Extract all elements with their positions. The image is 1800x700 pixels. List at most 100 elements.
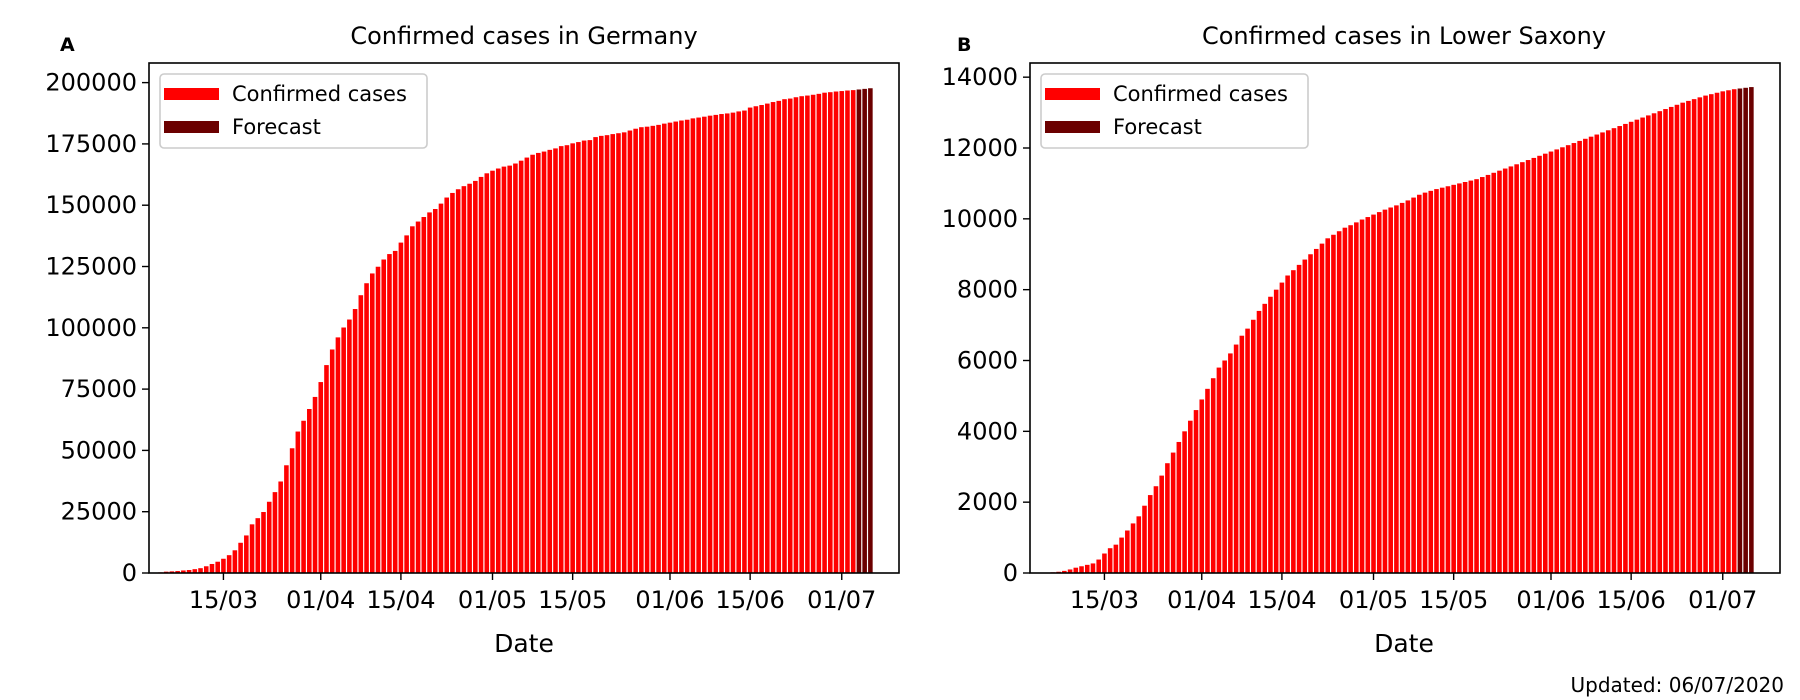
bar-confirmed xyxy=(770,102,776,573)
bar-confirmed xyxy=(1474,179,1479,574)
bar-confirmed xyxy=(1159,475,1164,573)
bar-confirmed xyxy=(421,217,427,573)
bar-confirmed xyxy=(1417,194,1422,573)
bar-forecast xyxy=(862,88,867,574)
bar-confirmed xyxy=(404,235,409,573)
bar-confirmed xyxy=(272,492,278,573)
bar-confirmed xyxy=(684,119,690,574)
bar-confirmed xyxy=(1313,248,1319,573)
bar-series xyxy=(158,88,873,574)
bar-confirmed xyxy=(593,137,598,573)
bar-confirmed xyxy=(1588,136,1594,574)
bar-confirmed xyxy=(1268,296,1273,573)
bar-confirmed xyxy=(1709,94,1714,574)
bar-confirmed xyxy=(541,151,547,573)
bar-confirmed xyxy=(1457,183,1462,574)
panel-label: B xyxy=(957,34,971,56)
bar-confirmed xyxy=(1663,109,1668,573)
y-axis-ticks: 0 25000 50000 75000 100000 125000 150000 175000… xyxy=(45,69,149,587)
y-tick-label: 100000 xyxy=(45,314,137,342)
legend-box xyxy=(159,73,428,149)
bar-confirmed xyxy=(1605,130,1611,574)
bar-confirmed xyxy=(438,203,444,573)
bar-confirmed xyxy=(1497,170,1502,574)
bar-confirmed xyxy=(719,114,724,573)
bar-confirmed xyxy=(822,92,827,573)
bar-confirmed xyxy=(1714,92,1720,573)
bar-confirmed xyxy=(1434,189,1439,573)
bar-confirmed xyxy=(793,97,799,574)
legend-label-forecast: Forecast xyxy=(232,115,321,139)
bar-confirmed xyxy=(318,382,324,573)
bar-confirmed xyxy=(1348,225,1353,573)
bar-confirmed xyxy=(1354,222,1359,574)
bar-confirmed xyxy=(679,120,684,573)
bar-confirmed xyxy=(215,561,220,573)
bar-confirmed xyxy=(1279,282,1285,573)
bar-confirmed xyxy=(473,180,478,573)
y-tick-label: 75000 xyxy=(61,375,137,403)
bar-confirmed xyxy=(1119,537,1124,573)
bar-confirmed xyxy=(1514,164,1519,574)
bar-confirmed xyxy=(690,118,696,573)
bar-confirmed xyxy=(833,91,839,574)
bar-confirmed xyxy=(352,309,358,573)
bar-confirmed xyxy=(238,542,243,573)
bar-confirmed xyxy=(387,254,392,573)
bar-confirmed xyxy=(1233,344,1239,573)
bar-confirmed xyxy=(787,98,793,573)
legend-swatch-forecast xyxy=(164,121,219,133)
bar-confirmed xyxy=(1291,270,1296,573)
bar-confirmed xyxy=(1359,219,1365,574)
bar-confirmed xyxy=(1262,303,1268,573)
y-tick-label: 8000 xyxy=(957,276,1018,304)
bar-confirmed xyxy=(1073,567,1079,573)
y-tick-label: 0 xyxy=(122,559,137,587)
bar-confirmed xyxy=(845,90,850,573)
legend-label-confirmed: Confirmed cases xyxy=(1113,82,1288,106)
bar-confirmed xyxy=(1611,128,1617,574)
bar-confirmed xyxy=(1439,187,1445,574)
bar-confirmed xyxy=(364,283,369,573)
y-tick-label: 10000 xyxy=(942,205,1018,233)
plot-frame xyxy=(148,62,900,574)
panel-lower-saxony: B Confirmed cases in Lower Saxony 0 2000 4… xyxy=(942,22,1781,658)
bar-confirmed xyxy=(1245,328,1250,574)
bar-confirmed xyxy=(1216,367,1222,573)
bar-confirmed xyxy=(1651,113,1657,573)
bar-forecast xyxy=(1749,87,1754,573)
bar-confirmed xyxy=(1428,190,1434,573)
bar-confirmed xyxy=(553,148,558,573)
panel-label: A xyxy=(60,34,75,56)
bar-confirmed xyxy=(484,173,490,573)
bar-confirmed xyxy=(513,163,518,573)
bar-confirmed xyxy=(558,146,564,573)
bar-confirmed xyxy=(1188,420,1193,573)
bar-confirmed xyxy=(1525,160,1531,574)
bar-confirmed xyxy=(1302,259,1308,573)
bar-confirmed xyxy=(536,152,541,573)
bar-confirmed xyxy=(702,116,707,574)
bar-confirmed xyxy=(324,365,329,573)
bar-confirmed xyxy=(1411,197,1416,573)
x-tick-label: 01/05 xyxy=(1339,586,1408,614)
legend-swatch-forecast xyxy=(1045,121,1100,133)
bar-confirmed xyxy=(1628,121,1634,573)
bar-confirmed xyxy=(696,117,701,573)
bar-confirmed xyxy=(232,550,238,573)
bar-confirmed xyxy=(501,166,507,574)
bar-confirmed xyxy=(1674,104,1680,573)
bar-confirmed xyxy=(175,571,180,573)
bar-forecast xyxy=(868,88,873,573)
bar-confirmed xyxy=(530,154,535,574)
bar-confirmed xyxy=(1296,264,1302,574)
bar-confirmed xyxy=(1336,231,1342,574)
y-tick-label: 150000 xyxy=(45,191,137,219)
bar-confirmed xyxy=(1531,157,1537,574)
plot-frame xyxy=(1029,62,1781,574)
x-tick-label: 01/04 xyxy=(286,586,355,614)
legend: Confirmed cases Forecast xyxy=(1040,73,1309,149)
bar-confirmed xyxy=(730,112,736,574)
legend-swatch-confirmed xyxy=(1045,88,1100,100)
bar-confirmed xyxy=(1153,486,1159,573)
